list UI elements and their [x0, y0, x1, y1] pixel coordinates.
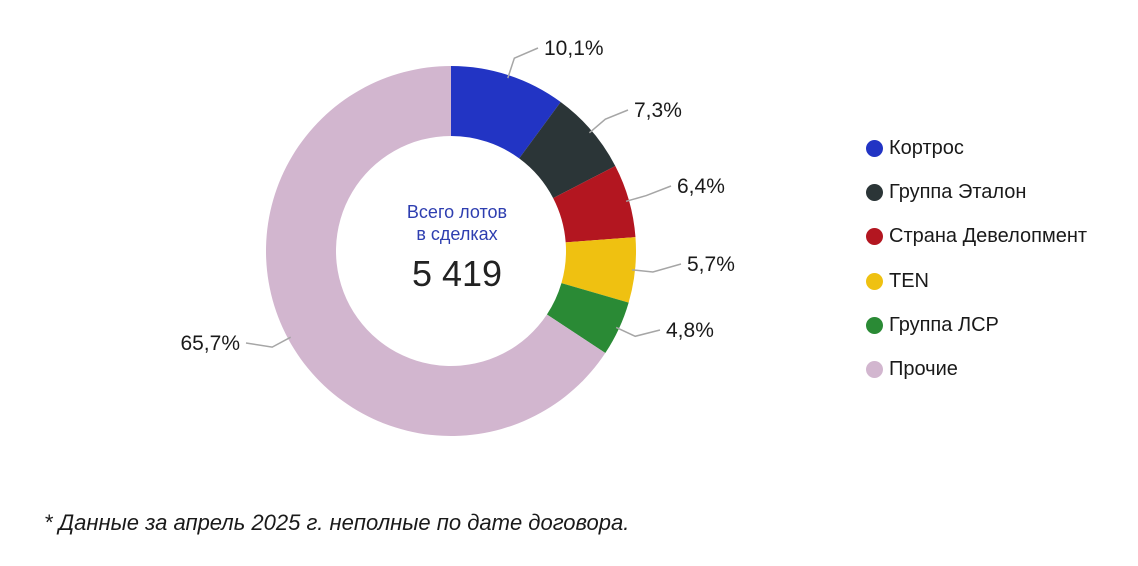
- footnote: * Данные за апрель 2025 г. неполные по д…: [44, 510, 630, 535]
- data-label-5: 4,8%: [666, 319, 714, 342]
- center-caption-line-1: Всего лотов: [406, 202, 508, 222]
- legend-label: TEN: [889, 269, 929, 292]
- legend-item-3: Страна Девелопмент: [866, 215, 1087, 259]
- legend-swatch: [866, 228, 883, 246]
- legend-swatch: [866, 183, 883, 201]
- chart-slices: [265, 66, 637, 437]
- legend-swatch: [866, 361, 883, 379]
- center-total-value: 5 419: [411, 253, 503, 294]
- leader-line-6: [245, 336, 292, 348]
- chart-data-labels: 10,1% 7,3% 6,4% 5,7% 4,8% 65,7%: [180, 37, 734, 355]
- slice-4: [561, 237, 637, 303]
- leader-line-4: [631, 263, 682, 273]
- legend-label: Прочие: [889, 358, 958, 381]
- data-label-3: 6,4%: [677, 175, 725, 198]
- data-label-6: 65,7%: [180, 332, 240, 355]
- legend-item-6: Прочие: [866, 347, 1087, 391]
- legend-swatch: [866, 316, 883, 334]
- chart-legend: Кортрос Группа Эталон Страна Девелопмент TE…: [866, 126, 1087, 392]
- legend-item-5: Группа ЛСР: [866, 303, 1087, 347]
- legend-label: Группа Эталон: [889, 180, 1027, 203]
- legend-item-2: Группа Эталон: [866, 170, 1087, 214]
- legend-label: Кортрос: [889, 136, 964, 159]
- slice-2: [519, 102, 616, 199]
- legend-label: Группа ЛСР: [889, 313, 999, 336]
- legend-swatch: [866, 272, 883, 290]
- leader-line-2: [588, 109, 629, 134]
- slice-1: [451, 66, 561, 159]
- legend-swatch: [866, 139, 883, 157]
- slice-3: [553, 165, 636, 243]
- leader-line-3: [625, 185, 672, 203]
- center-caption-line-2: в сделках: [416, 224, 498, 244]
- chart-leader-lines: [245, 47, 682, 348]
- slice-5: [546, 283, 629, 354]
- data-label-2: 7,3%: [634, 99, 682, 122]
- data-label-1: 10,1%: [544, 37, 604, 60]
- legend-label: Страна Девелопмент: [889, 225, 1088, 248]
- data-label-4: 5,7%: [687, 253, 735, 276]
- center-caption: Всего лотов в сделках: [357, 201, 557, 245]
- leader-line-1: [507, 47, 539, 79]
- legend-item-1: Кортрос: [866, 126, 1087, 170]
- slice-6: [265, 66, 606, 437]
- legend-item-4: TEN: [866, 259, 1087, 303]
- leader-line-5: [615, 326, 661, 338]
